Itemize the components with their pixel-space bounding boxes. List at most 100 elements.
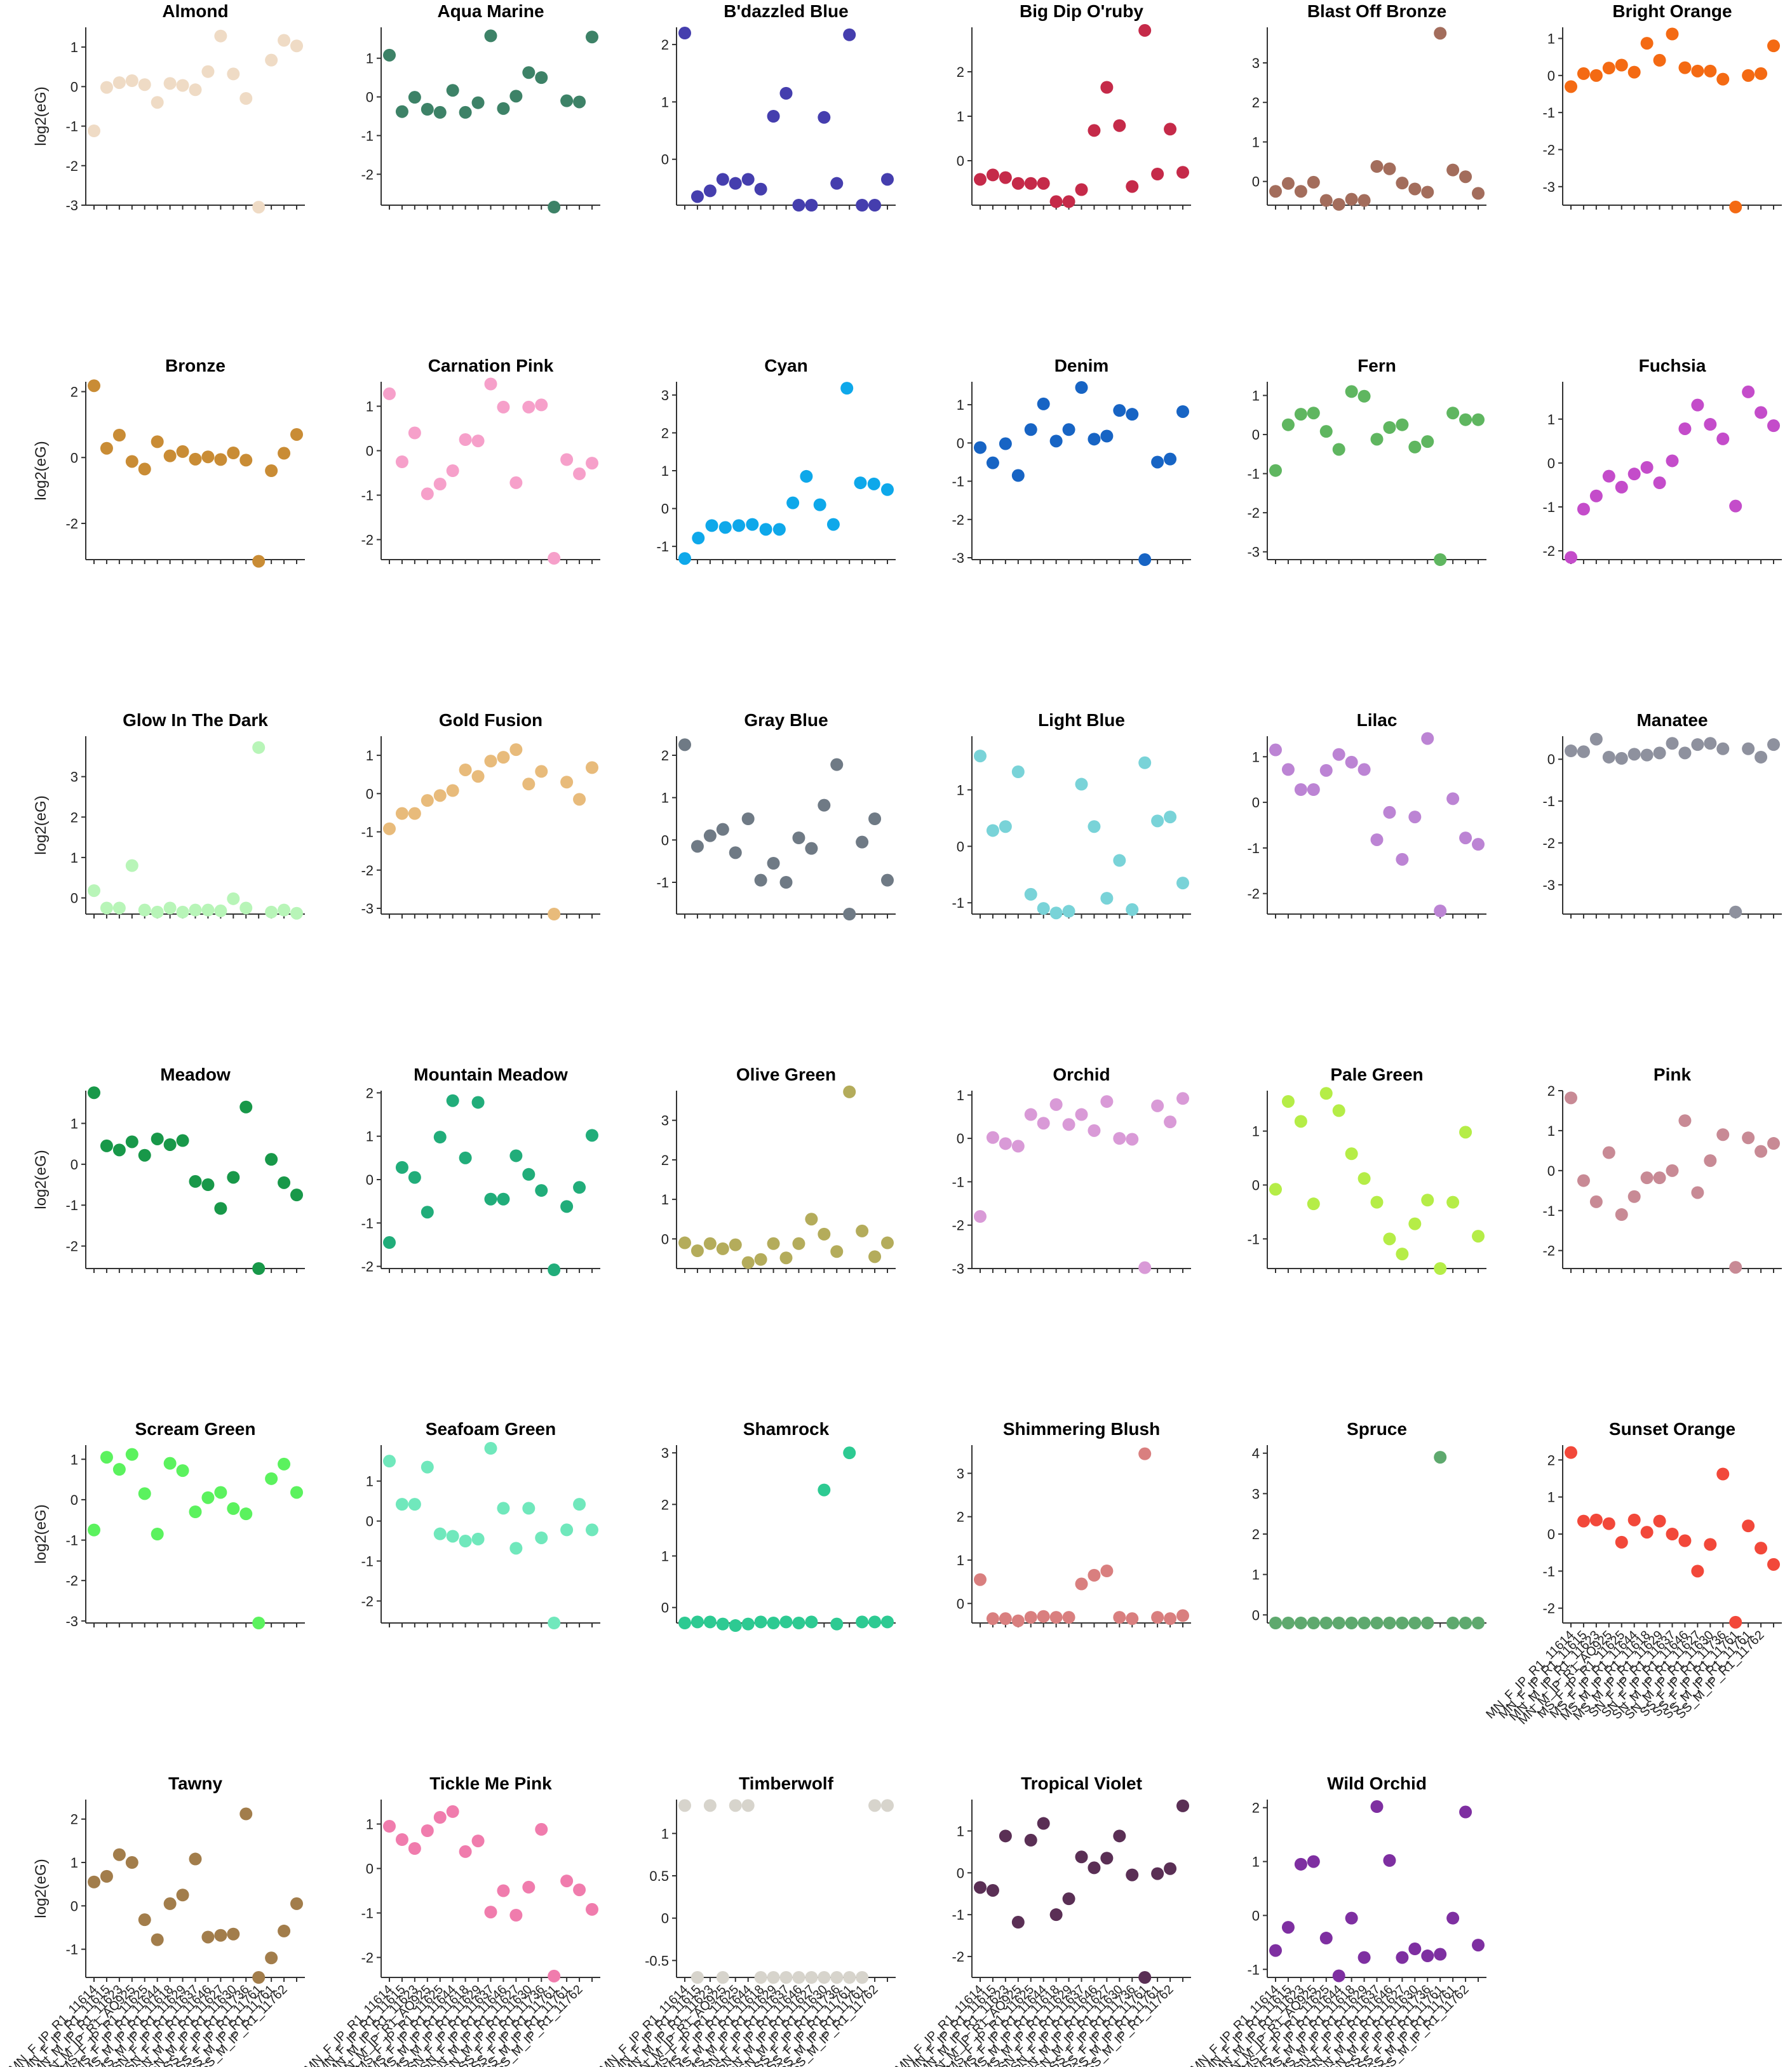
data-point [1024, 1108, 1037, 1121]
data-point [792, 832, 805, 844]
y-axis-title: log2(eG) [32, 441, 50, 500]
data-point [1126, 408, 1139, 421]
y-tick-label: -1 [65, 119, 78, 135]
data-point [1151, 168, 1164, 180]
data-point [1716, 1128, 1730, 1141]
data-point [1011, 1614, 1025, 1627]
y-tick-label: -1 [1542, 1563, 1555, 1579]
data-point [1357, 194, 1371, 207]
data-point [729, 1799, 742, 1812]
data-point [586, 1129, 598, 1142]
data-point [265, 464, 278, 477]
y-tick-label: -1 [1542, 499, 1555, 515]
data-point [1164, 123, 1177, 136]
data-point [703, 184, 717, 198]
data-point [974, 441, 987, 454]
data-point [1742, 69, 1755, 82]
facet-title: Seafoam Green [426, 1419, 556, 1439]
data-point [1088, 820, 1101, 833]
data-point [856, 835, 869, 849]
data-point [729, 846, 742, 859]
y-tick-label: -2 [65, 516, 78, 532]
data-point [999, 1829, 1012, 1843]
facet-bright-orange: Bright Orange 1 0 -1 -2 -3 [1542, 1, 1782, 213]
data-point [560, 1200, 574, 1213]
data-point [1011, 765, 1025, 778]
y-axis-title: log2(eG) [32, 1150, 50, 1209]
data-point [1396, 1617, 1409, 1629]
data-point [856, 1224, 869, 1237]
data-point [227, 67, 240, 81]
data-point [1345, 192, 1358, 206]
data-point [548, 551, 561, 565]
data-point [1640, 37, 1654, 50]
data-point [818, 111, 831, 124]
y-tick-label: 1 [661, 463, 669, 479]
data-point [265, 53, 278, 67]
data-point [522, 1880, 536, 1894]
y-tick-label: 2 [661, 37, 669, 53]
data-point [1370, 1800, 1384, 1814]
data-point [239, 92, 253, 105]
y-axis-title: log2(eG) [32, 86, 50, 145]
data-point [1742, 1131, 1755, 1145]
facet-meadow: Meadow 1 0 -1 -2 log2(eG) [32, 1065, 305, 1275]
data-point [1434, 1451, 1447, 1464]
facet-title: Pink [1654, 1065, 1692, 1084]
data-point [1742, 1519, 1755, 1533]
facet-b-dazzled-blue: B'dazzled Blue 2 1 0 [661, 1, 896, 212]
data-point [227, 892, 240, 905]
facet-bronze: Bronze 2 0 -2 log2(eG) [32, 356, 305, 568]
y-tick-label: 0 [661, 152, 669, 168]
data-point [1755, 1542, 1768, 1555]
y-tick-label: -1 [952, 895, 964, 911]
data-point [535, 71, 548, 84]
data-point [265, 905, 278, 919]
data-point [754, 1615, 767, 1629]
data-point [692, 532, 705, 545]
data-point [497, 102, 510, 115]
y-tick-label: 0 [661, 832, 669, 848]
data-point [189, 1505, 202, 1518]
data-point [716, 1971, 729, 1984]
data-point [1307, 783, 1320, 796]
data-point [1332, 748, 1345, 761]
data-point [691, 1615, 704, 1629]
data-point [189, 903, 202, 917]
data-point [868, 199, 882, 212]
data-point [239, 1100, 253, 1114]
data-point [1281, 1094, 1295, 1108]
data-point [1100, 1095, 1114, 1108]
y-tick-label: 1 [957, 397, 964, 413]
data-point [1176, 166, 1189, 179]
facet-title: Cyan [764, 356, 807, 375]
y-tick-label: -3 [952, 1261, 964, 1277]
facet-title: Aqua Marine [437, 1, 544, 21]
data-point [1075, 1108, 1088, 1121]
data-point [986, 168, 999, 182]
data-point [746, 518, 759, 531]
y-tick-label: -2 [1542, 543, 1555, 559]
data-point [1383, 805, 1396, 819]
data-point [1138, 1261, 1152, 1274]
y-tick-label: 1 [1252, 388, 1260, 404]
data-point [1577, 1514, 1590, 1528]
y-tick-label: 1 [957, 1552, 964, 1568]
data-point [395, 807, 408, 820]
data-point [856, 1971, 869, 1984]
data-point [1767, 738, 1780, 751]
data-point [573, 95, 586, 109]
y-tick-label: -2 [1542, 835, 1555, 851]
data-point [1767, 39, 1780, 53]
data-point [754, 182, 767, 196]
facet-gray-blue: Gray Blue 2 1 0 -1 [656, 710, 896, 920]
data-point [703, 1799, 717, 1812]
facet-title: Mountain Meadow [414, 1065, 568, 1084]
y-tick-label: -2 [361, 1593, 374, 1609]
data-point [1100, 81, 1114, 94]
data-point [729, 177, 742, 190]
data-point [1138, 1971, 1152, 1984]
facet-title: Blast Off Bronze [1307, 1, 1446, 21]
data-point [759, 523, 772, 536]
